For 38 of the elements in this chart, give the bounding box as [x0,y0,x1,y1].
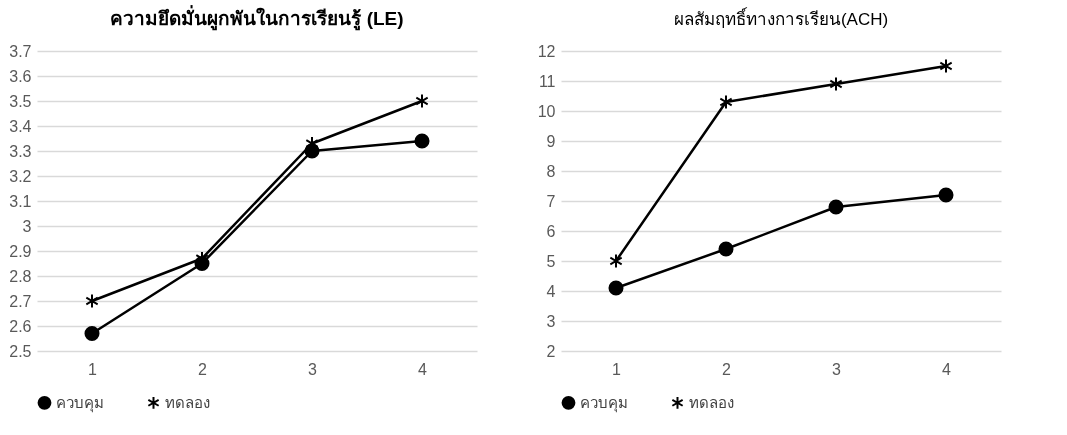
legend-label: ทดลอง [689,393,734,411]
y-tick-label: 3.6 [9,67,32,85]
x-tick-label: 3 [308,360,318,378]
y-tick-label: 2.9 [9,242,32,260]
y-tick-label: 3.7 [9,42,32,60]
y-tick-label: 2.7 [9,292,32,310]
y-tick-label: 11 [538,72,556,90]
x-tick-label: 4 [942,360,952,378]
chart-title: ผลสัมฤทธิ์ทางการเรียน(ACH) [673,7,889,29]
y-tick-label: 2.5 [9,342,32,360]
y-tick-label: 3.3 [9,142,32,160]
y-tick-label: 3.1 [9,192,32,210]
y-tick-label: 9 [546,132,556,150]
y-tick-label: 12 [537,42,556,60]
legend-label: ควบคุม [56,393,104,413]
y-tick-label: 6 [546,222,556,240]
x-tick-label: 2 [722,360,732,378]
chart-title: ความยึดมั่นผูกพันในการเรียนรู้ (LE) [110,5,404,31]
y-tick-label: 4 [546,282,556,300]
x-tick-label: 1 [612,360,622,378]
y-tick-label: 2 [546,342,556,360]
legend-label: ควบคุม [580,393,628,413]
legend-label: ทดลอง [165,393,210,411]
x-tick-label: 1 [88,360,98,378]
x-tick-label: 2 [198,360,208,378]
x-tick-label: 4 [418,360,428,378]
y-tick-label: 3.5 [9,92,32,110]
y-tick-label: 8 [546,162,556,180]
x-tick-label: 3 [832,360,842,378]
y-tick-label: 3.2 [9,167,32,185]
y-tick-label: 7 [546,192,556,210]
y-tick-label: 3 [546,312,556,330]
y-tick-label: 10 [537,102,556,120]
y-tick-label: 3.4 [9,117,32,135]
y-tick-label: 2.6 [9,317,32,335]
y-tick-label: 3 [22,217,32,235]
y-tick-label: 2.8 [9,267,32,285]
y-tick-label: 5 [546,252,556,270]
